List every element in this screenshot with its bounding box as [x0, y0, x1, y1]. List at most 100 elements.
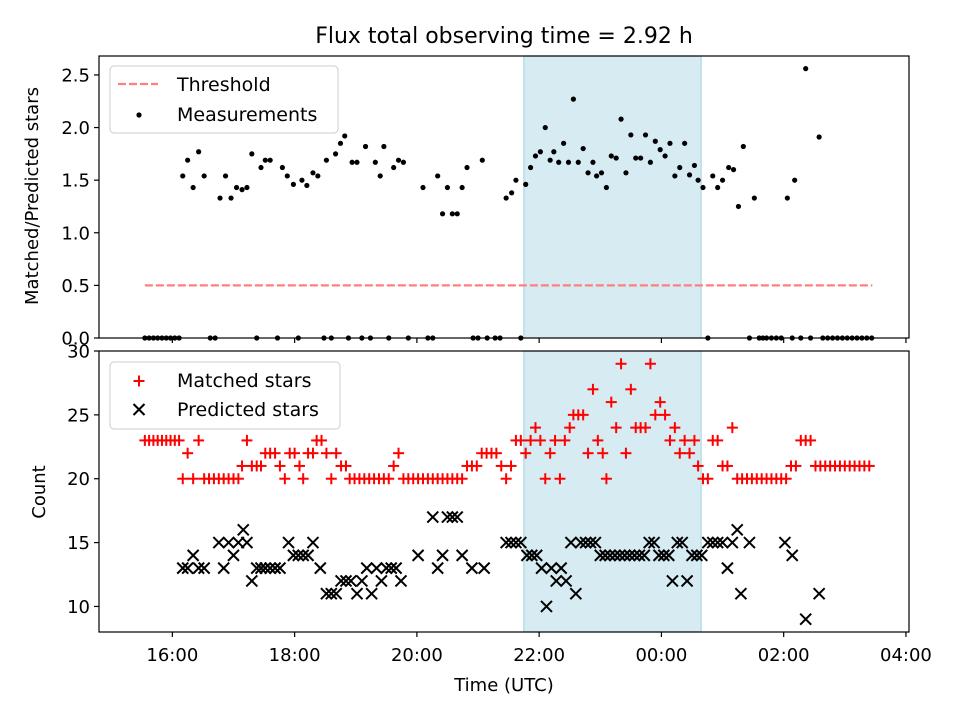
- matched-point: [388, 460, 400, 472]
- measurement-point: [377, 173, 383, 179]
- predicted-point: [594, 549, 607, 562]
- measurement-point: [342, 133, 348, 139]
- predicted-point-stroke-b: [509, 536, 523, 549]
- matched-point: [505, 460, 517, 472]
- top-panel: 0.0 0.5 1.0 1.5 2.0 2.5 Matched/Predicted sta…: [22, 55, 910, 350]
- measurement-point: [598, 170, 605, 176]
- measurement-point: [618, 116, 624, 122]
- predicted-point-stroke-b: [441, 510, 454, 524]
- measurement-point: [682, 140, 688, 146]
- measurement-point: [608, 153, 614, 159]
- predicted-point-stroke-b: [339, 574, 353, 588]
- predicted-point: [509, 536, 523, 549]
- predicted-point-stroke-b: [525, 549, 539, 562]
- predicted-point-stroke-b: [574, 536, 587, 549]
- predicted-stars-points: [176, 510, 826, 626]
- predicted-point: [721, 561, 734, 575]
- predicted-point-stroke-b: [306, 536, 320, 549]
- matched-point: [679, 434, 691, 446]
- predicted-point: [778, 536, 792, 549]
- measurement-point: [315, 173, 321, 179]
- predicted-point-stroke-b: [227, 549, 240, 562]
- measurement-point: [267, 157, 273, 163]
- predicted-point: [192, 561, 205, 575]
- matched-point: [863, 460, 875, 472]
- predicted-point: [734, 587, 748, 600]
- matched-point: [559, 434, 571, 446]
- y-tick-label: 1.0: [61, 223, 90, 244]
- matched-point: [664, 434, 676, 446]
- predicted-point-stroke-b: [240, 536, 254, 549]
- predicted-point-stroke-b: [334, 574, 348, 588]
- predicted-point: [675, 536, 689, 549]
- predicted-point: [237, 523, 250, 537]
- matched-point: [605, 396, 617, 408]
- measurement-point: [299, 177, 305, 183]
- measurement-point: [420, 184, 426, 191]
- top-legend-entry-measurements: Measurements: [177, 104, 317, 126]
- predicted-point-stroke-b: [647, 536, 661, 549]
- predicted-point-stroke-b: [394, 574, 408, 588]
- predicted-point-stroke-b: [701, 536, 715, 549]
- predicted-point: [743, 536, 756, 549]
- predicted-point-stroke-b: [666, 574, 679, 588]
- predicted-point: [731, 523, 744, 537]
- predicted-point: [186, 549, 200, 562]
- predicted-point: [680, 574, 694, 588]
- predicted-point-stroke-b: [314, 561, 327, 575]
- predicted-point-stroke-b: [287, 549, 300, 562]
- measurement-point: [391, 164, 397, 171]
- matched-point: [294, 460, 306, 472]
- matched-point: [615, 358, 627, 370]
- predicted-point-stroke-b: [301, 549, 315, 562]
- predicted-point: [426, 510, 439, 524]
- measurement-point: [672, 173, 678, 179]
- predicted-point-stroke-b: [685, 549, 699, 562]
- predicted-legend-swatch: [132, 403, 146, 416]
- matched-point: [554, 473, 566, 485]
- predicted-point: [212, 536, 226, 549]
- measurement-point: [751, 195, 757, 201]
- measurement-point: [464, 164, 470, 171]
- predicted-point: [360, 561, 373, 575]
- measurement-point: [652, 138, 658, 144]
- x-tick-label: 18:00: [269, 645, 321, 666]
- matched-point: [544, 447, 556, 459]
- matched-point: [654, 396, 666, 408]
- measurement-point: [185, 157, 191, 163]
- matched-point: [534, 434, 546, 446]
- predicted-point-stroke-b: [569, 587, 583, 600]
- predicted-point-stroke-b: [514, 536, 528, 549]
- predicted-point: [716, 536, 729, 549]
- measurement-point: [537, 149, 543, 155]
- matched-stars-points: [139, 358, 875, 485]
- predicted-point: [227, 549, 240, 562]
- predicted-point-stroke-b: [520, 549, 534, 562]
- bottom-x-ticks: 16:00 18:00 20:00 22:00 00:00 02:00 04:00: [146, 632, 932, 666]
- measurement-point: [337, 140, 344, 146]
- predicted-point-stroke-b: [671, 536, 684, 549]
- predicted-point-stroke-b: [613, 549, 627, 562]
- predicted-point: [329, 587, 343, 600]
- predicted-point-stroke-b: [504, 536, 518, 549]
- predicted-point-stroke-b: [431, 561, 444, 575]
- y-tick-label: 2.5: [61, 65, 90, 86]
- predicted-point-stroke-b: [282, 536, 295, 549]
- predicted-point-stroke-b: [389, 561, 403, 575]
- predicted-point-stroke-b: [375, 574, 388, 588]
- matched-point: [520, 447, 532, 459]
- predicted-point: [530, 549, 543, 562]
- y-tick-label: 25: [67, 405, 90, 426]
- matched-point: [241, 434, 253, 446]
- measurement-point: [304, 182, 310, 189]
- measurement-point: [677, 164, 683, 171]
- measurement-point: [803, 66, 809, 72]
- predicted-point: [477, 561, 491, 575]
- predicted-point-stroke-b: [545, 561, 558, 575]
- bottom-y-ticks: 10 15 20 25 30: [67, 342, 99, 618]
- matched-point: [780, 473, 792, 485]
- measurement-point: [691, 162, 698, 169]
- predicted-point-stroke-b: [559, 574, 573, 588]
- bottom-legend-entry-matched: Matched stars: [177, 370, 311, 392]
